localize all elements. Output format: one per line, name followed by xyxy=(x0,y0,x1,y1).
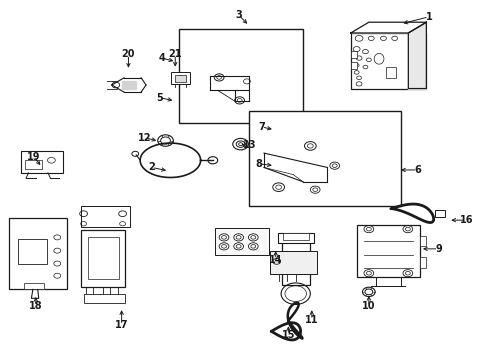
Bar xyxy=(18,239,46,264)
Text: 13: 13 xyxy=(242,140,256,150)
Text: 18: 18 xyxy=(29,301,42,311)
Text: 3: 3 xyxy=(235,10,242,20)
Text: 1: 1 xyxy=(425,12,431,22)
Bar xyxy=(81,206,130,227)
Text: 10: 10 xyxy=(361,301,375,311)
Bar xyxy=(350,51,356,58)
Bar xyxy=(21,151,62,173)
Bar xyxy=(178,30,303,123)
Polygon shape xyxy=(122,81,136,89)
Bar xyxy=(83,294,125,303)
Bar xyxy=(175,75,185,82)
Text: 15: 15 xyxy=(281,330,295,340)
Text: 6: 6 xyxy=(413,165,420,175)
Text: 2: 2 xyxy=(148,162,155,172)
Text: 7: 7 xyxy=(258,122,264,132)
Bar xyxy=(25,160,42,169)
Polygon shape xyxy=(407,22,426,89)
Text: 19: 19 xyxy=(27,152,41,162)
Text: 9: 9 xyxy=(434,244,441,254)
Bar xyxy=(350,33,426,89)
Bar xyxy=(356,225,419,277)
Bar xyxy=(419,257,425,268)
Text: 16: 16 xyxy=(459,215,472,225)
Text: 14: 14 xyxy=(268,255,282,265)
Bar xyxy=(270,251,316,274)
Text: 4: 4 xyxy=(158,53,164,63)
Bar xyxy=(350,62,356,69)
Text: 5: 5 xyxy=(156,93,163,103)
Bar xyxy=(171,72,189,84)
Bar xyxy=(385,67,395,78)
Bar xyxy=(88,237,119,279)
Text: 11: 11 xyxy=(305,315,318,325)
Bar xyxy=(9,218,67,289)
Text: 8: 8 xyxy=(255,159,262,169)
Bar xyxy=(81,230,125,287)
Bar xyxy=(282,233,309,240)
Bar xyxy=(249,111,400,206)
Bar xyxy=(281,238,309,285)
Bar xyxy=(24,283,43,289)
Polygon shape xyxy=(350,22,426,33)
Text: 20: 20 xyxy=(122,49,135,59)
Bar xyxy=(277,233,314,243)
Text: 12: 12 xyxy=(138,133,151,143)
Text: 17: 17 xyxy=(115,320,128,330)
Bar xyxy=(419,235,425,246)
Text: 21: 21 xyxy=(168,49,182,59)
Bar xyxy=(215,228,268,255)
Bar xyxy=(434,210,445,217)
